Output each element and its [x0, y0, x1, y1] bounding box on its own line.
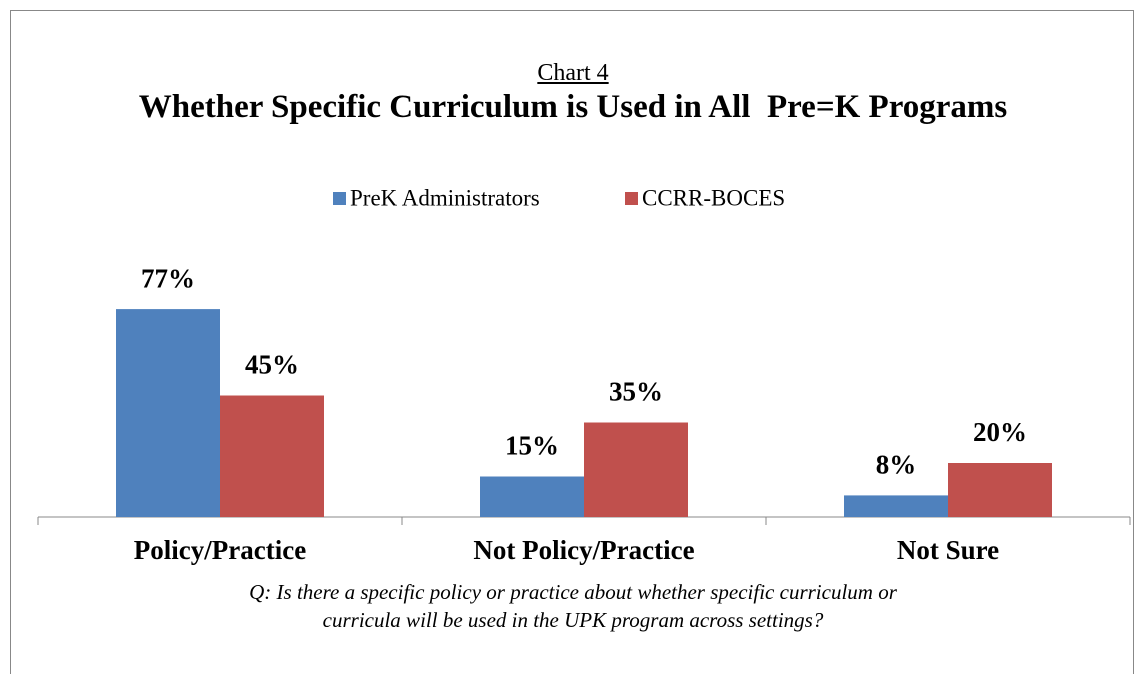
data-label: 8% [876, 450, 917, 480]
x-tick-label: Not Policy/Practice [473, 535, 694, 565]
chart-note: Q: Is there a specific policy or practic… [249, 580, 897, 632]
chart-frame [10, 10, 1134, 674]
legend-label: CCRR-BOCES [642, 185, 785, 210]
data-label: 77% [141, 263, 195, 293]
legend-swatch [333, 192, 346, 205]
bar [116, 309, 220, 517]
x-tick-label: Policy/Practice [134, 535, 306, 565]
bar [584, 422, 688, 517]
chart-title: Whether Specific Curriculum is Used in A… [138, 89, 1008, 125]
data-label: 15% [505, 431, 559, 461]
bar [480, 476, 584, 517]
x-tick-label: Not Sure [897, 535, 999, 565]
header: Chart 4 Whether Specific Curriculum is U… [0, 58, 1146, 126]
bar [948, 463, 1052, 517]
data-label: 20% [973, 417, 1027, 447]
bar [844, 495, 948, 517]
legend-swatch [625, 192, 638, 205]
data-label: 35% [609, 377, 663, 407]
data-label: 45% [245, 350, 299, 380]
legend-label: PreK Administrators [350, 185, 540, 210]
chart-supertitle: Chart 4 [537, 60, 609, 86]
bar [220, 395, 324, 517]
